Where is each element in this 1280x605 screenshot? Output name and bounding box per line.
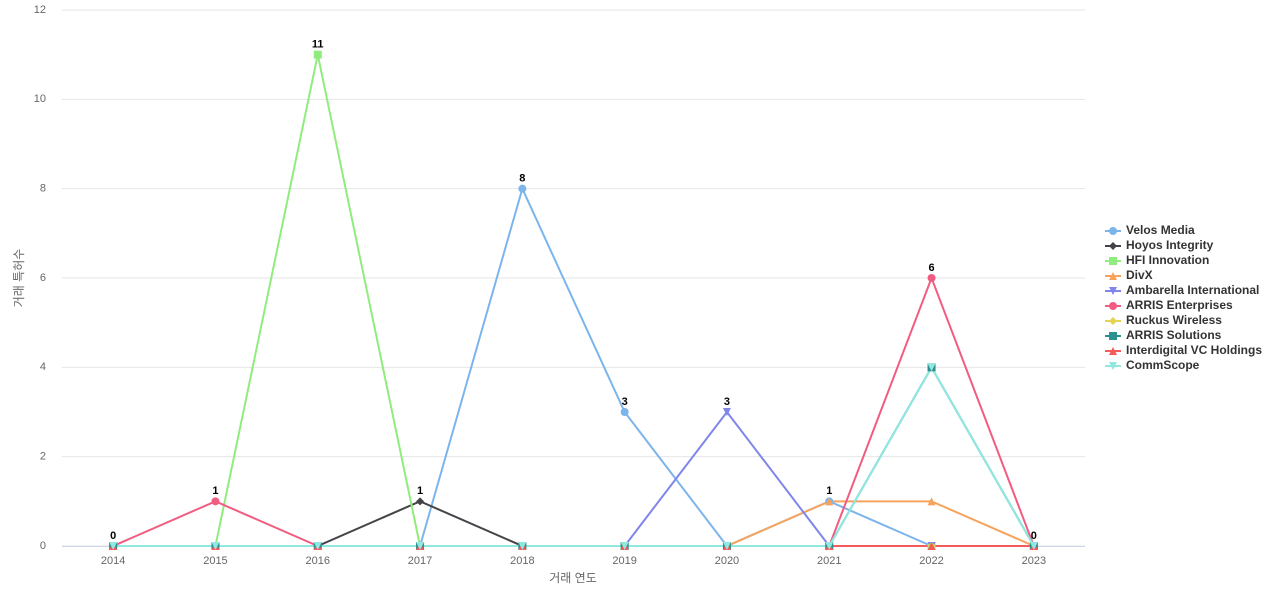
legend-marker bbox=[1109, 362, 1117, 370]
series-line bbox=[113, 500, 1035, 547]
series-line bbox=[113, 500, 1034, 547]
legend-marker bbox=[1109, 332, 1117, 340]
data-label: 3 bbox=[622, 396, 628, 408]
y-tick-label: 8 bbox=[40, 183, 46, 195]
series-line bbox=[113, 365, 1035, 547]
point bbox=[620, 542, 629, 550]
point bbox=[518, 542, 527, 550]
data-label: 6 bbox=[928, 262, 934, 274]
series-line bbox=[112, 275, 1035, 547]
x-tick-label: 2021 bbox=[817, 555, 841, 567]
legend-item[interactable]: Ambarella International bbox=[1105, 283, 1259, 297]
legend-label: Ruckus Wireless bbox=[1126, 313, 1222, 327]
legend-label: ARRIS Enterprises bbox=[1126, 298, 1233, 312]
legend-label: Interdigital VC Holdings bbox=[1126, 343, 1262, 357]
point bbox=[825, 497, 834, 506]
x-axis-title: 거래 연도 bbox=[549, 571, 597, 585]
y-tick-label: 0 bbox=[40, 540, 46, 552]
legend-marker bbox=[1109, 317, 1117, 325]
y-axis-title: 거래 특허수 bbox=[12, 249, 26, 308]
point bbox=[211, 497, 220, 506]
point bbox=[722, 542, 731, 550]
point bbox=[927, 542, 936, 550]
x-tick-label: 2017 bbox=[408, 555, 432, 567]
point bbox=[722, 408, 731, 416]
point bbox=[313, 50, 322, 59]
legend-label: Ambarella International bbox=[1126, 283, 1259, 297]
legend-item[interactable]: Ruckus Wireless bbox=[1105, 313, 1222, 327]
data-label: 3 bbox=[724, 396, 730, 408]
x-tick-label: 2018 bbox=[510, 555, 534, 567]
point bbox=[927, 363, 936, 372]
legend-item[interactable]: ARRIS Solutions bbox=[1105, 328, 1222, 342]
x-tick-label: 2023 bbox=[1022, 555, 1046, 567]
point bbox=[109, 542, 118, 550]
legend-marker bbox=[1109, 287, 1117, 295]
x-tick-label: 2016 bbox=[306, 555, 330, 567]
series-line bbox=[113, 410, 1034, 547]
x-tick-label: 2019 bbox=[612, 555, 636, 567]
legend-marker bbox=[1109, 257, 1117, 265]
legend-item[interactable]: ARRIS Enterprises bbox=[1105, 298, 1233, 312]
legend-item[interactable]: Interdigital VC Holdings bbox=[1105, 343, 1262, 357]
point bbox=[313, 542, 322, 550]
legend-marker bbox=[1109, 302, 1117, 310]
legend-item[interactable]: Velos Media bbox=[1105, 223, 1195, 237]
x-tick-label: 2015 bbox=[203, 555, 227, 567]
data-label: 11 bbox=[312, 39, 324, 51]
legend-label: CommScope bbox=[1126, 358, 1200, 372]
y-tick-label: 10 bbox=[34, 93, 46, 105]
data-label: 0 bbox=[1031, 530, 1037, 542]
point bbox=[1029, 542, 1038, 550]
data-label: 0 bbox=[110, 530, 116, 542]
y-tick-label: 12 bbox=[34, 4, 46, 16]
point bbox=[518, 184, 527, 193]
y-tick-label: 6 bbox=[40, 272, 46, 284]
legend-marker bbox=[1109, 272, 1117, 280]
point bbox=[416, 542, 425, 550]
point bbox=[211, 542, 220, 550]
x-tick-label: 2020 bbox=[715, 555, 739, 567]
legend-marker bbox=[1109, 242, 1117, 250]
legend-item[interactable]: Hoyos Integrity bbox=[1105, 238, 1214, 252]
legend-label: Velos Media bbox=[1126, 223, 1195, 237]
legend-label: DivX bbox=[1126, 268, 1153, 282]
legend-item[interactable]: CommScope bbox=[1105, 358, 1200, 372]
point bbox=[416, 497, 425, 506]
legend-label: HFI Innovation bbox=[1126, 253, 1209, 267]
point bbox=[927, 274, 936, 282]
data-label: 8 bbox=[519, 173, 525, 185]
data-label: 1 bbox=[826, 485, 832, 497]
y-tick-label: 4 bbox=[40, 361, 46, 373]
legend-label: ARRIS Solutions bbox=[1126, 328, 1222, 342]
data-label: 1 bbox=[417, 485, 423, 497]
legend-item[interactable]: HFI Innovation bbox=[1105, 253, 1209, 267]
x-tick-label: 2022 bbox=[919, 555, 943, 567]
point bbox=[927, 497, 936, 506]
legend-marker bbox=[1109, 347, 1117, 355]
point bbox=[620, 408, 629, 416]
y-tick-label: 2 bbox=[40, 451, 46, 463]
legend-item[interactable]: DivX bbox=[1105, 268, 1153, 282]
legend-marker bbox=[1109, 227, 1117, 235]
point bbox=[825, 542, 834, 550]
legend-label: Hoyos Integrity bbox=[1126, 238, 1214, 252]
x-tick-label: 2014 bbox=[101, 555, 125, 567]
data-label: 1 bbox=[212, 485, 218, 497]
